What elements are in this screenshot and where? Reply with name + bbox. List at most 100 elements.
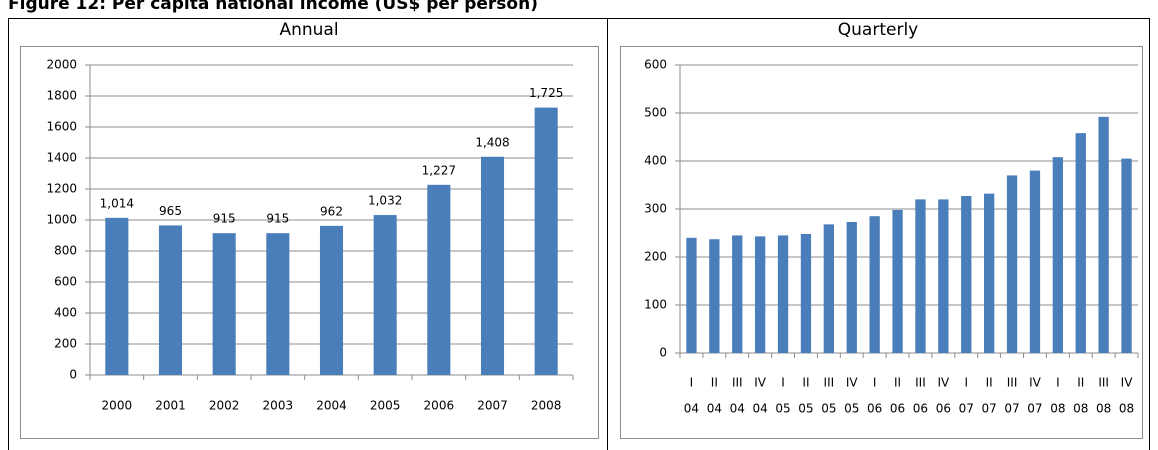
- y-tick-label: 200: [644, 250, 667, 264]
- x-tick-label: I: [690, 376, 694, 390]
- x-tick-label: III: [1007, 376, 1018, 390]
- bar: [709, 239, 720, 353]
- bar: [373, 215, 397, 375]
- bar: [732, 235, 743, 353]
- x-tick-label: 2008: [531, 399, 562, 413]
- x-tick-label: 05: [821, 402, 836, 416]
- y-tick-label: 500: [644, 106, 667, 120]
- bar: [1121, 158, 1132, 353]
- x-tick-label: 07: [1004, 402, 1019, 416]
- y-tick-label: 1600: [46, 120, 77, 134]
- y-tick-label: 400: [54, 306, 77, 320]
- x-tick-label: 2005: [370, 399, 401, 413]
- data-label: 1,725: [529, 86, 563, 100]
- x-tick-label: IV: [754, 376, 767, 390]
- bar: [212, 233, 236, 375]
- bar: [915, 199, 926, 353]
- bar: [158, 225, 183, 375]
- y-tick-label: 0: [69, 368, 77, 382]
- y-tick-label: 1200: [46, 182, 77, 196]
- bar: [800, 233, 812, 353]
- x-tick-label: IV: [1029, 376, 1042, 390]
- data-label: 962: [320, 204, 343, 218]
- chart-frame: [20, 46, 599, 439]
- x-tick-label: IV: [846, 376, 859, 390]
- y-tick-label: 600: [644, 58, 667, 72]
- chart-title: Annual: [279, 20, 338, 40]
- bar: [983, 193, 995, 353]
- data-label: 965: [159, 204, 182, 218]
- x-tick-label: 05: [775, 402, 790, 416]
- x-tick-label: 2003: [263, 399, 294, 413]
- bar: [892, 209, 903, 353]
- bar: [777, 235, 789, 353]
- x-tick-label: III: [732, 376, 743, 390]
- bar: [480, 156, 505, 375]
- x-tick-label: 2004: [316, 399, 347, 413]
- data-label: 1,014: [100, 196, 134, 210]
- x-tick-label: I: [873, 376, 877, 390]
- y-tick-label: 1400: [46, 151, 77, 165]
- bar: [1075, 133, 1086, 353]
- x-tick-label: 05: [844, 402, 859, 416]
- bar: [938, 199, 949, 353]
- bar: [961, 196, 972, 353]
- panel-frame: [607, 18, 1150, 450]
- x-tick-label: III: [1098, 376, 1109, 390]
- y-tick-label: 800: [54, 244, 77, 258]
- x-tick-label: 04: [707, 402, 722, 416]
- x-tick-label: I: [781, 376, 785, 390]
- x-tick-label: 04: [753, 402, 768, 416]
- y-tick-label: 1000: [46, 213, 77, 227]
- bar: [319, 225, 344, 375]
- data-label: 1,032: [368, 194, 402, 208]
- figure-title: Figure 12: Per capita national income (U…: [8, 0, 538, 14]
- x-tick-label: 07: [959, 402, 974, 416]
- bar: [266, 233, 290, 375]
- x-tick-label: IV: [937, 376, 950, 390]
- bar: [534, 107, 558, 375]
- x-tick-label: 06: [913, 402, 928, 416]
- bar: [846, 221, 857, 353]
- x-tick-label: 2002: [209, 399, 240, 413]
- x-tick-label: 08: [1073, 402, 1088, 416]
- bar: [869, 216, 880, 353]
- x-tick-label: 08: [1119, 402, 1134, 416]
- y-tick-label: 200: [54, 337, 77, 351]
- chart-title: Quarterly: [838, 20, 918, 40]
- x-tick-label: II: [986, 376, 993, 390]
- x-tick-label: 2006: [424, 399, 455, 413]
- panel-frame: [8, 18, 608, 450]
- data-label: 1,408: [475, 135, 509, 149]
- x-tick-label: 06: [936, 402, 951, 416]
- chart-frame: [620, 46, 1143, 439]
- bar: [754, 236, 766, 353]
- bar: [105, 217, 129, 375]
- x-tick-label: 05: [798, 402, 813, 416]
- x-tick-label: 04: [730, 402, 745, 416]
- y-tick-label: 0: [659, 346, 667, 360]
- x-tick-label: 08: [1050, 402, 1065, 416]
- x-tick-label: 04: [684, 402, 699, 416]
- y-tick-label: 600: [54, 275, 77, 289]
- bar: [1052, 157, 1064, 353]
- bar: [1029, 170, 1041, 353]
- y-tick-label: 1800: [46, 89, 77, 103]
- x-tick-label: IV: [1121, 376, 1134, 390]
- x-tick-label: 07: [982, 402, 997, 416]
- x-tick-label: I: [1056, 376, 1060, 390]
- bar: [823, 224, 835, 353]
- data-label: 1,227: [422, 163, 456, 177]
- bar: [1006, 175, 1018, 353]
- x-tick-label: III: [824, 376, 835, 390]
- x-tick-label: 07: [1027, 402, 1042, 416]
- x-tick-label: II: [1077, 376, 1084, 390]
- x-tick-label: 2000: [102, 399, 133, 413]
- x-tick-label: 08: [1096, 402, 1111, 416]
- y-tick-label: 2000: [46, 58, 77, 72]
- data-label: 915: [266, 212, 289, 226]
- x-tick-label: III: [915, 376, 926, 390]
- bar: [427, 184, 451, 375]
